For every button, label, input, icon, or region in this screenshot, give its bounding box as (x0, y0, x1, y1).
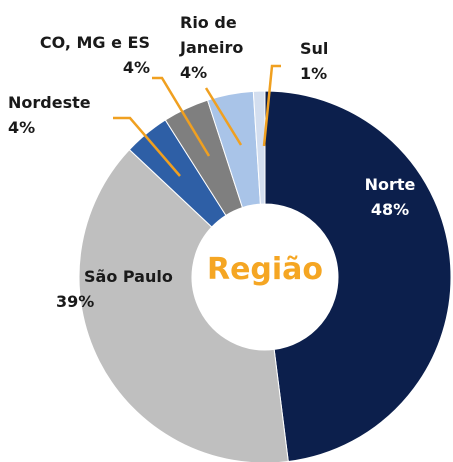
slice-label: São Paulo 39% (56, 264, 188, 314)
leader-line (113, 116, 181, 177)
value-label: 1% (300, 64, 328, 83)
slice-label: Norte 48% (350, 172, 430, 222)
donut-slice (252, 90, 266, 205)
center-label: Região (206, 252, 324, 287)
category-name: CO, MG e ES (39, 33, 150, 52)
value-label: 4% (122, 58, 150, 77)
value-label: 4% (8, 118, 36, 137)
leader-line (152, 76, 211, 157)
category-name: Sul (300, 39, 329, 58)
donut-slice (78, 148, 289, 462)
slice-label: Sul 1% (300, 36, 360, 86)
slice-label: CO, MG e ES 4% (20, 30, 150, 80)
value-label: 4% (180, 63, 208, 82)
category-name: São Paulo (84, 267, 173, 286)
slice-label: Rio de Janeiro 4% (180, 10, 260, 85)
value-label: 39% (56, 292, 95, 311)
category-name: Rio de Janeiro (180, 13, 244, 57)
slice-label: Nordeste 4% (8, 90, 118, 140)
donut-slice (264, 90, 452, 462)
category-name: Nordeste (8, 93, 91, 112)
value-label: 48% (370, 200, 410, 219)
leader-line (204, 87, 243, 146)
category-name: Norte (364, 175, 416, 194)
leader-line (262, 64, 281, 147)
